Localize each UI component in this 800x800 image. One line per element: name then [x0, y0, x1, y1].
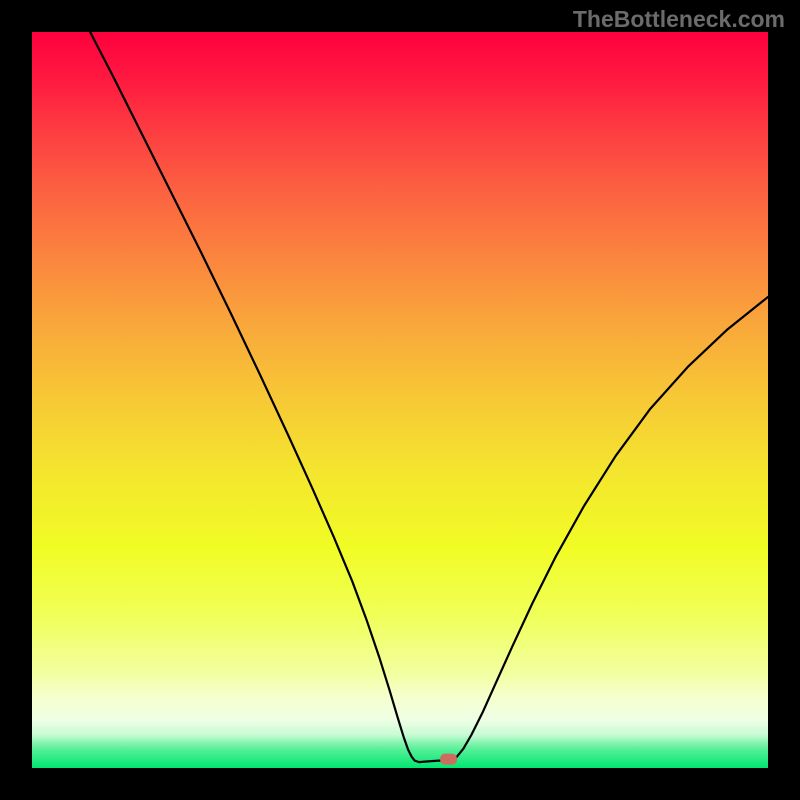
chart-svg: [0, 0, 800, 800]
watermark-text: TheBottleneck.com: [573, 6, 785, 33]
chart-container: { "canvas": { "width": 800, "height": 80…: [0, 0, 800, 800]
optimum-marker: [440, 754, 457, 765]
